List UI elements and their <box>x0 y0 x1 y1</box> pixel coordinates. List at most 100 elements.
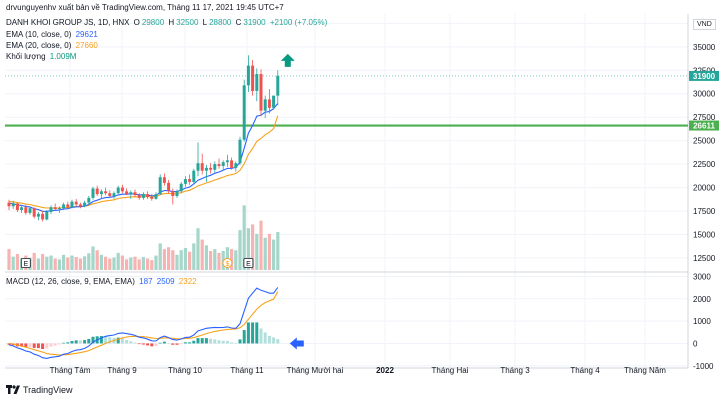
macd-histogram-bar <box>267 335 271 344</box>
macd-histogram-bar <box>209 338 213 344</box>
macd-histogram-bar <box>150 343 154 347</box>
macd-histogram-bar <box>36 343 40 349</box>
ema10-legend[interactable]: EMA (10, close, 0) 29621 <box>6 30 100 40</box>
macd-histogram-bar <box>120 338 124 344</box>
macd-histogram-bar <box>70 340 74 344</box>
high-label: H <box>168 18 175 27</box>
volume-bar <box>251 224 255 270</box>
candle-body <box>83 202 87 207</box>
candle-body <box>141 194 145 198</box>
time-tick-label: Tháng Hai <box>432 366 469 375</box>
macd-histogram-bar <box>246 322 250 344</box>
ema20-label: EMA (20, close, 0) <box>6 41 72 50</box>
macd-histogram-bar <box>196 338 200 344</box>
volume-bar <box>192 243 196 270</box>
dividend-marker-icon <box>222 258 233 268</box>
macd-histogram-bar <box>192 340 196 344</box>
macd-histogram-bar <box>66 342 70 344</box>
macd-histogram-bar <box>41 343 45 350</box>
left-arrow-icon <box>289 337 304 350</box>
tradingview-footer[interactable]: TradingView <box>6 385 73 395</box>
macd-histogram-bar <box>213 339 217 344</box>
macd-histogram-bar <box>32 343 36 348</box>
candle-body <box>78 204 82 207</box>
volume-bar <box>108 258 112 270</box>
low-value: 28800 <box>209 18 232 27</box>
macd-signal-line <box>8 291 279 356</box>
macd-histogram-bar <box>108 337 112 344</box>
candle-body <box>62 204 66 209</box>
candle-body <box>45 211 49 220</box>
volume-bar <box>32 252 36 270</box>
candle-body <box>7 202 11 207</box>
volume-bar <box>53 258 57 270</box>
volume-bar <box>15 254 19 270</box>
volume-bar <box>158 243 162 270</box>
candle-body <box>263 99 267 111</box>
macd-histogram-bar <box>78 340 82 344</box>
macd-histogram-bar <box>204 338 208 344</box>
macd-histogram-bar <box>162 341 166 344</box>
low-label: L <box>202 18 208 27</box>
price-tick-label: 35000 <box>693 43 716 52</box>
volume-bar <box>133 256 137 270</box>
macd-legend[interactable]: MACD (12, 26, close, 9, EMA, EMA) 187 25… <box>6 277 199 287</box>
volume-bar <box>209 251 213 270</box>
volume-legend[interactable]: Khối lượng 1.009M <box>6 52 78 62</box>
macd-histogram-bar <box>49 343 53 347</box>
macd-histogram-bar <box>99 336 103 344</box>
macd-histogram-bar <box>83 340 87 344</box>
price-tick-label: 32500 <box>693 66 716 75</box>
time-tick-label: Tháng 11 <box>230 366 264 375</box>
candle-body <box>116 187 120 194</box>
volume-bar <box>183 247 187 270</box>
volume-bar <box>45 256 49 270</box>
candle-body <box>209 167 213 170</box>
candle-body <box>74 201 78 205</box>
candle-body <box>183 179 187 184</box>
macd-histogram-bar <box>45 343 49 349</box>
candle-body <box>87 197 91 203</box>
volume-bar <box>150 260 154 270</box>
candle-body <box>213 164 217 170</box>
volume-bar <box>167 247 171 270</box>
candle-body <box>225 160 229 163</box>
volume-bar <box>83 256 87 270</box>
macd-histogram-bar <box>74 340 78 344</box>
volume-bar <box>200 239 204 270</box>
macd-histogram-bar <box>188 342 192 344</box>
macd-histogram-bar <box>7 343 11 345</box>
candle-body <box>204 167 208 171</box>
volume-bar <box>146 258 150 270</box>
macd-histogram-bar <box>217 340 221 344</box>
macd-histogram-bar <box>137 343 141 345</box>
volume-bar <box>171 250 175 270</box>
volume-bar <box>259 220 263 270</box>
macd-tick-label: 0 <box>693 339 698 348</box>
volume-bar <box>95 250 99 270</box>
candle-body <box>196 163 200 171</box>
time-tick-label: Tháng 3 <box>500 366 530 375</box>
candle-body <box>171 191 175 197</box>
candle-body <box>129 192 133 195</box>
volume-bar <box>57 259 61 270</box>
volume-bar <box>91 246 95 270</box>
time-tick-label: Tháng Mười hai <box>287 366 344 375</box>
macd-histogram-bar <box>251 322 255 344</box>
macd-histogram-bar <box>179 343 183 345</box>
volume-bar <box>74 257 78 270</box>
macd-tick-label: 3000 <box>693 272 711 281</box>
volume-bar <box>242 205 246 270</box>
currency-badge[interactable]: VND <box>693 19 716 30</box>
volume-bar <box>162 249 166 270</box>
macd-tick-label: 1000 <box>693 317 711 326</box>
event-marker-label: E <box>23 261 28 268</box>
volume-value: 1.009M <box>49 52 77 61</box>
volume-bar <box>196 228 200 270</box>
candle-body <box>251 65 255 91</box>
volume-bar <box>99 254 103 270</box>
ema20-legend[interactable]: EMA (20, close, 0) 27660 <box>6 41 100 51</box>
support-line-label: 26611 <box>693 122 715 131</box>
time-tick-label: Tháng Năm <box>624 366 666 375</box>
